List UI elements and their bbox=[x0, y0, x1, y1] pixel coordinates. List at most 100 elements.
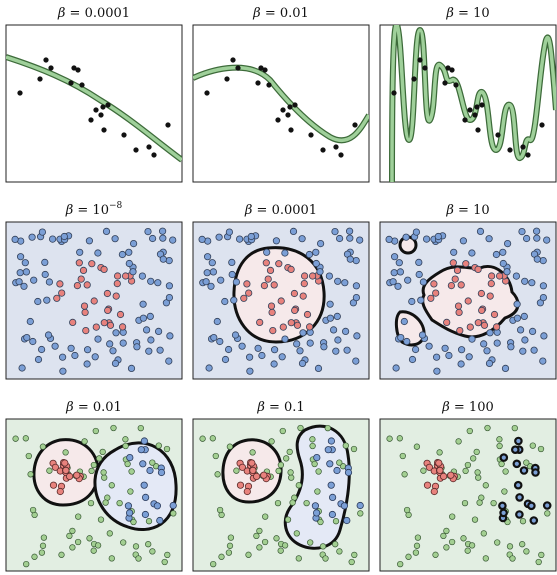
class-blue-point bbox=[133, 343, 141, 351]
class-blue-point bbox=[162, 299, 170, 307]
class-blue-point bbox=[247, 232, 255, 241]
class-blue-point bbox=[207, 282, 215, 290]
class-blue-point bbox=[208, 259, 216, 267]
data-point bbox=[411, 76, 417, 82]
class-blue-point bbox=[476, 227, 485, 235]
class-blue-point bbox=[404, 276, 412, 284]
data-point bbox=[133, 147, 139, 153]
class-green-point bbox=[225, 549, 233, 556]
class-blue-point bbox=[528, 279, 536, 287]
class-green-point bbox=[471, 516, 479, 523]
class-blue-point bbox=[507, 343, 515, 351]
class-green-point bbox=[94, 542, 102, 549]
class-red-point bbox=[436, 466, 444, 474]
class-blue-point bbox=[20, 282, 28, 290]
class-blue-point bbox=[385, 235, 393, 243]
class-blue-point bbox=[539, 282, 548, 290]
class-blue-point bbox=[102, 227, 111, 235]
class-green-point bbox=[440, 532, 447, 540]
class-blue-point bbox=[156, 346, 164, 354]
class-blue-point bbox=[333, 312, 341, 320]
class-blue-point bbox=[333, 466, 341, 475]
data-point bbox=[338, 152, 344, 158]
class-red-point bbox=[88, 260, 96, 268]
title-r2c2: β = 0.0001 bbox=[244, 203, 317, 218]
class-green-point bbox=[324, 424, 331, 432]
class-blue-point bbox=[403, 337, 411, 346]
class-blue-point bbox=[486, 329, 494, 337]
class-green-point bbox=[99, 448, 106, 456]
class-red-point bbox=[495, 272, 504, 280]
class-green-point bbox=[137, 424, 144, 432]
class-blue-point bbox=[418, 331, 427, 339]
class-green-point bbox=[90, 461, 98, 469]
curve-r1c3 bbox=[389, 25, 556, 182]
data-point bbox=[204, 90, 210, 96]
class-green-point bbox=[69, 527, 76, 535]
title-r1c1: β = 0.0001 bbox=[57, 6, 130, 21]
class-green-point bbox=[460, 535, 467, 542]
class-blue-point bbox=[530, 346, 538, 354]
data-point bbox=[275, 117, 281, 123]
class-blue-point bbox=[402, 233, 410, 241]
class-blue-point bbox=[352, 293, 360, 302]
class-green-point bbox=[401, 471, 408, 478]
class-red-point bbox=[113, 279, 121, 288]
class-blue-point bbox=[142, 493, 150, 501]
class-blue-point bbox=[343, 516, 351, 525]
class-green-point bbox=[39, 443, 47, 450]
class-blue-point bbox=[314, 364, 323, 372]
class-green-point bbox=[289, 499, 296, 506]
class-green-point bbox=[523, 548, 530, 555]
class-blue-point bbox=[327, 437, 335, 445]
class-blue-point bbox=[522, 234, 531, 243]
class-green-point bbox=[135, 555, 142, 562]
class-red-point bbox=[112, 292, 120, 300]
class-green-point bbox=[46, 467, 53, 474]
data-point bbox=[224, 76, 230, 82]
class-blue-point bbox=[106, 340, 114, 348]
data-point bbox=[262, 67, 268, 73]
class-red-point bbox=[464, 297, 472, 305]
class-blue-point bbox=[210, 333, 218, 342]
class-red-point bbox=[474, 265, 482, 273]
class-blue-point bbox=[457, 360, 465, 368]
class-red-point bbox=[308, 272, 317, 280]
class-blue-point bbox=[44, 331, 53, 339]
class-red-point bbox=[427, 294, 435, 302]
class-red-point bbox=[236, 481, 245, 489]
class-blue-point bbox=[389, 278, 397, 286]
class-green-point bbox=[279, 427, 286, 435]
class-green-point bbox=[293, 530, 300, 537]
data-point bbox=[520, 144, 526, 150]
class-blue-point bbox=[513, 300, 521, 308]
class-blue-point bbox=[140, 481, 148, 489]
class-green-point bbox=[348, 558, 355, 566]
class-blue-point bbox=[536, 299, 545, 307]
class-blue-point bbox=[412, 228, 420, 236]
data-point bbox=[121, 132, 127, 138]
class-blue-point bbox=[468, 335, 476, 343]
class-blue-point bbox=[139, 460, 147, 468]
class-green-point bbox=[476, 499, 483, 506]
class-green-point bbox=[216, 506, 224, 514]
panel-r1c1 bbox=[5, 24, 183, 183]
class-green-point bbox=[256, 527, 263, 535]
class-blue-point bbox=[23, 333, 31, 342]
class-blue-point bbox=[21, 259, 29, 267]
class-red-point bbox=[293, 321, 302, 329]
points-row2 bbox=[11, 227, 551, 375]
class-blue-point bbox=[203, 269, 211, 277]
class-green-point bbox=[284, 516, 292, 523]
class-blue-point bbox=[396, 268, 404, 276]
class-green-point bbox=[81, 438, 88, 445]
class-blue-point bbox=[236, 235, 244, 243]
class-red-point bbox=[300, 272, 309, 280]
class-green-point bbox=[501, 488, 508, 495]
class-blue-point bbox=[326, 460, 334, 468]
class-green-point bbox=[31, 553, 38, 560]
class-green-point bbox=[199, 435, 206, 442]
data-point bbox=[287, 104, 293, 110]
class-blue-point bbox=[38, 228, 47, 236]
